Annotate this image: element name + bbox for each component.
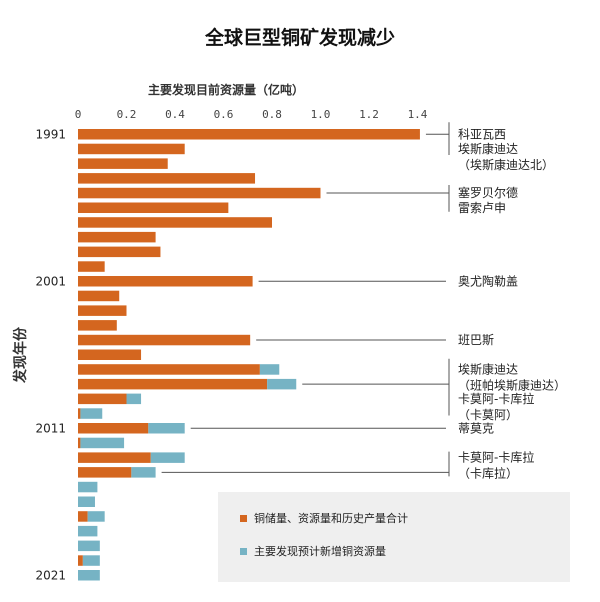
- bar-total-2020: [78, 555, 83, 566]
- bar-total-1991: [78, 129, 420, 140]
- annotation-label-6-1: （班帕埃斯康迪达）: [458, 377, 566, 392]
- bar-new-2008: [267, 378, 297, 390]
- bar-total-2006: [78, 349, 142, 360]
- bar-total-2001: [78, 276, 253, 287]
- x-tick-label: 0.6: [214, 108, 234, 121]
- bar-total-2014: [78, 467, 132, 478]
- legend-label-total: 铜储量、资源量和历史产量合计: [254, 511, 408, 525]
- x-tick-label: 0.2: [117, 108, 137, 121]
- annotations: 科亚瓦西埃斯康迪达（埃斯康迪达北）塞罗贝尔德雷索卢申奥尤陶勒盖班巴斯埃斯康迪达（…: [161, 122, 566, 481]
- year-label-2011: 2011: [35, 421, 66, 435]
- bar-new-2010: [80, 408, 103, 419]
- bar-total-1996: [78, 202, 229, 213]
- annotation-label-1-0: 埃斯康迪达: [458, 141, 518, 156]
- bar-total-2008: [78, 378, 268, 390]
- bar-total-2013: [78, 452, 151, 463]
- bar-total-2000: [78, 261, 105, 272]
- year-label-2001: 2001: [35, 274, 66, 288]
- bar-total-2012: [78, 437, 81, 449]
- annotation-label-9-1: （卡库拉）: [458, 466, 518, 481]
- bar-total-2007: [78, 364, 260, 375]
- bar-total-1997: [78, 217, 272, 228]
- legend-background: [218, 492, 570, 582]
- bar-total-2005: [78, 334, 251, 346]
- x-axis-label: 主要发现目前资源量（亿吨）: [148, 82, 304, 97]
- chart-title: 全球巨型铜矿发现减少: [204, 26, 395, 49]
- bar-new-2012: [80, 437, 125, 449]
- annotation-label-7-0: 卡莫阿-卡库拉: [458, 391, 534, 406]
- annotation-label-9-0: 卡莫阿-卡库拉: [458, 450, 534, 465]
- x-tick-label: 1.0: [311, 108, 331, 121]
- bar-new-2017: [87, 511, 105, 522]
- bar-new-2016: [78, 496, 95, 507]
- annotation-label-4-0: 奥尤陶勒盖: [458, 273, 518, 288]
- x-tick-label: 1.4: [408, 108, 428, 121]
- legend-label-new: 主要发现预计新增铜资源量: [254, 544, 386, 558]
- bar-new-2015: [78, 481, 98, 493]
- annotation-label-5-0: 班巴斯: [458, 333, 494, 347]
- x-tick-label: 0.4: [165, 108, 185, 121]
- y-axis-label: 发现年份: [12, 326, 29, 384]
- legend-swatch-total: [240, 515, 247, 522]
- bar-total-2002: [78, 290, 120, 302]
- bar-total-2004: [78, 320, 117, 331]
- bar-new-2018: [78, 525, 98, 537]
- bar-new-2009: [126, 393, 142, 405]
- annotation-label-0-0: 科亚瓦西: [458, 127, 506, 141]
- bar-total-2003: [78, 305, 127, 316]
- bar-total-1994: [78, 173, 256, 184]
- annotation-label-1-1: （埃斯康迪达北）: [458, 157, 554, 172]
- annotation-label-7-1: （卡莫阿）: [458, 408, 518, 422]
- legend: 铜储量、资源量和历史产量合计 主要发现预计新增铜资源量: [218, 492, 570, 582]
- bar-new-2020: [82, 555, 100, 566]
- annotation-label-2-0: 塞罗贝尔德: [458, 185, 518, 200]
- bar-new-2011: [148, 423, 185, 434]
- bar-total-1993: [78, 158, 168, 169]
- x-tick-label: 1.2: [359, 108, 379, 121]
- bar-new-2007: [259, 364, 280, 375]
- bar-total-1992: [78, 143, 185, 155]
- x-axis-ticks: 0 0.2 0.4 0.6 0.8 1.0 1.2 1.4: [75, 108, 428, 121]
- legend-swatch-new: [240, 548, 247, 555]
- bar-new-2019: [78, 540, 100, 552]
- x-tick-label: 0: [75, 108, 82, 121]
- x-tick-label: 0.8: [262, 108, 282, 121]
- bar-new-2021: [78, 570, 100, 581]
- bar-total-2017: [78, 511, 88, 522]
- bar-total-1999: [78, 246, 161, 258]
- annotation-label-3-0: 雷索卢申: [458, 200, 506, 215]
- year-label-1991: 1991: [35, 127, 66, 141]
- bar-total-2009: [78, 393, 127, 405]
- annotation-label-8-0: 蒂莫克: [458, 421, 494, 435]
- bar-total-1995: [78, 187, 321, 199]
- bar-new-2013: [150, 452, 185, 463]
- bar-total-2011: [78, 423, 149, 434]
- bar-total-2010: [78, 408, 81, 419]
- annotation-label-6-0: 埃斯康迪达: [458, 361, 518, 376]
- bar-new-2014: [131, 467, 156, 478]
- bar-total-1998: [78, 231, 156, 243]
- bars: [78, 129, 420, 581]
- year-label-2021: 2021: [35, 568, 66, 582]
- year-labels: 1991 2001 2011 2021: [35, 127, 66, 582]
